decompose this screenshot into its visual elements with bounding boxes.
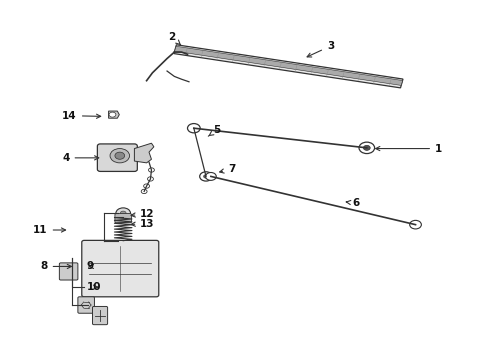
Polygon shape xyxy=(109,111,119,118)
FancyBboxPatch shape xyxy=(78,297,95,313)
FancyBboxPatch shape xyxy=(59,263,78,280)
Circle shape xyxy=(120,211,126,215)
Circle shape xyxy=(410,220,421,229)
Circle shape xyxy=(116,208,130,219)
Circle shape xyxy=(188,123,200,133)
Text: 6: 6 xyxy=(346,198,360,208)
Circle shape xyxy=(147,177,153,181)
Circle shape xyxy=(359,142,374,154)
Circle shape xyxy=(141,189,147,194)
Text: 1: 1 xyxy=(376,144,442,154)
Circle shape xyxy=(148,168,154,172)
FancyBboxPatch shape xyxy=(98,144,137,171)
Text: 14: 14 xyxy=(62,111,100,121)
Circle shape xyxy=(144,184,149,188)
Circle shape xyxy=(110,149,129,163)
FancyBboxPatch shape xyxy=(115,213,131,223)
Polygon shape xyxy=(174,45,403,88)
Polygon shape xyxy=(134,143,154,163)
Circle shape xyxy=(203,175,208,178)
Text: 11: 11 xyxy=(33,225,66,235)
Text: 3: 3 xyxy=(307,41,334,57)
Text: 2: 2 xyxy=(169,32,181,45)
Circle shape xyxy=(364,145,370,150)
Circle shape xyxy=(109,112,116,117)
Text: 9: 9 xyxy=(87,261,94,271)
Circle shape xyxy=(200,172,212,181)
Text: 13: 13 xyxy=(131,219,155,229)
Circle shape xyxy=(205,172,216,180)
Text: 8: 8 xyxy=(40,261,72,271)
Text: 10: 10 xyxy=(87,282,101,292)
FancyBboxPatch shape xyxy=(82,240,159,297)
Text: 12: 12 xyxy=(131,209,155,219)
Text: 5: 5 xyxy=(208,125,220,136)
Text: 4: 4 xyxy=(62,153,98,163)
FancyBboxPatch shape xyxy=(93,306,108,325)
Polygon shape xyxy=(174,46,403,85)
Circle shape xyxy=(115,152,124,159)
Text: 7: 7 xyxy=(220,164,235,174)
